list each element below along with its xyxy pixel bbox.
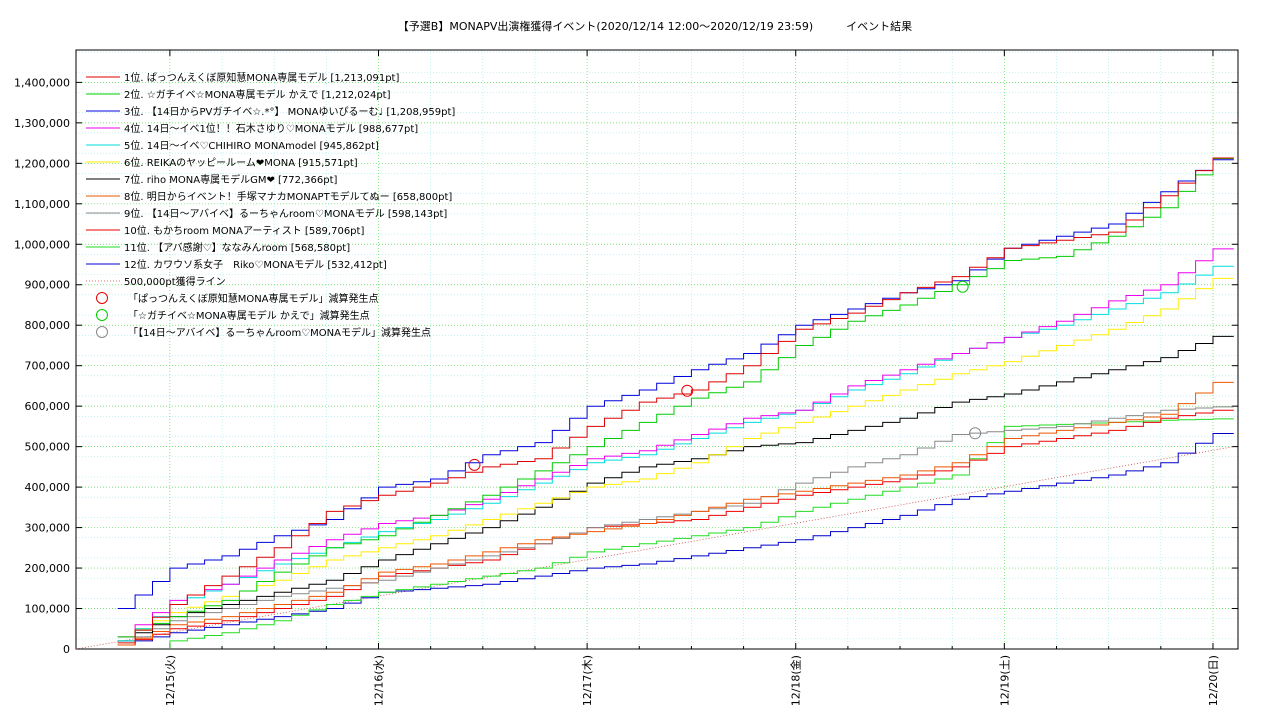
legend-marker bbox=[96, 292, 108, 304]
series-line bbox=[117, 433, 1234, 646]
y-tick-label: 1,200,000 bbox=[14, 157, 70, 170]
legend-label: 10位. もかちroom MONAアーティスト [589,706pt] bbox=[124, 224, 364, 237]
chart-title: 【予選B】MONAPV出演権獲得イベント(2020/12/14 12:00～20… bbox=[398, 19, 912, 33]
y-tick-label: 400,000 bbox=[25, 481, 71, 494]
legend-label: 「☆ガチイベ☆MONA専属モデル かえで」減算発生点 bbox=[128, 309, 370, 322]
y-tick-label: 1,000,000 bbox=[14, 238, 70, 251]
series-line bbox=[117, 248, 1234, 638]
legend-marker bbox=[96, 309, 108, 321]
series-line bbox=[117, 335, 1234, 642]
x-tick-label: 12/17(木) bbox=[581, 655, 594, 706]
legend-label: 2位. ☆ガチイベ☆MONA専属モデル かえで [1,212,024pt] bbox=[124, 88, 391, 101]
series-line bbox=[169, 418, 1234, 649]
y-tick-label: 1,400,000 bbox=[14, 76, 70, 89]
y-tick-label: 200,000 bbox=[25, 562, 71, 575]
plot-frame bbox=[75, 49, 1239, 650]
y-tick-label: 700,000 bbox=[25, 360, 71, 373]
plot-area bbox=[76, 157, 1234, 649]
legend-label: 5位. 14日～イベ♡CHIHIRO MONAmodel [945,862pt] bbox=[124, 139, 379, 152]
axes: 0 100,000 200,000 300,000 400,000 500,000 600,… bbox=[14, 49, 1239, 706]
legend-label: 「ぱっつんえくぼ原知慧MONA専属モデル」減算発生点 bbox=[128, 292, 379, 305]
series-line bbox=[117, 277, 1234, 638]
legend-label: 7位. riho MONA専属モデルGM❤ [772,366pt] bbox=[124, 173, 338, 186]
x-tick-label: 12/18(金) bbox=[789, 655, 803, 706]
legend-label: 4位. 14日～イベ1位！！石木さゆり♡MONAモデル [988,677pt] bbox=[124, 122, 418, 135]
legend-label: 9位. 【14日～アバイベ】るーちゃんroom♡MONAモデル [598,143… bbox=[124, 207, 447, 220]
series-line bbox=[117, 381, 1234, 646]
reset-marker bbox=[969, 427, 982, 440]
reset-marker bbox=[468, 458, 481, 471]
target-line bbox=[76, 446, 1234, 649]
legend-label: 6位. REIKAのヤッピールーム❤MONA [915,571pt] bbox=[124, 156, 358, 169]
legend-label: 11位. 【アバ感謝♡】ななみんroom [568,580pt] bbox=[124, 241, 350, 254]
series-line bbox=[117, 409, 1234, 646]
y-tick-label: 300,000 bbox=[25, 522, 71, 535]
x-tick-label: 12/16(水) bbox=[372, 655, 385, 706]
legend: 1位. ぱっつんえくぼ原知慧MONA専属モデル [1,213,091pt] 2位.… bbox=[86, 71, 455, 339]
y-tick-label: 800,000 bbox=[25, 319, 71, 332]
y-tick-label: 600,000 bbox=[25, 400, 71, 413]
series-line bbox=[117, 265, 1234, 642]
legend-label: 8位. 明日からイベント！手塚マナカMONAPTモデルてぬー [658,800p… bbox=[124, 190, 452, 203]
y-tick-label: 0 bbox=[63, 643, 70, 656]
y-tick-label: 100,000 bbox=[25, 603, 71, 616]
legend-label: 12位. カワウソ系女子 Riko♡MONAモデル [532,412pt] bbox=[124, 258, 387, 271]
series-line bbox=[117, 158, 1234, 638]
x-tick-label: 12/19(土) bbox=[998, 655, 1011, 706]
x-tick-label: 12/15(火) bbox=[164, 655, 177, 706]
grid bbox=[76, 50, 1238, 649]
legend-label: 500,000pt獲得ライン bbox=[124, 275, 226, 288]
reset-marker bbox=[956, 280, 969, 293]
y-tick-label: 900,000 bbox=[25, 279, 71, 292]
legend-label: 「【14日～アバイベ】るーちゃんroom♡MONAモデル」減算発生点 bbox=[128, 326, 431, 339]
legend-label: 1位. ぱっつんえくぼ原知慧MONA専属モデル [1,213,091pt] bbox=[124, 71, 399, 84]
series-line bbox=[117, 406, 1234, 646]
x-tick-label: 12/20(日) bbox=[1207, 655, 1220, 706]
y-tick-label: 1,100,000 bbox=[14, 198, 70, 211]
y-tick-label: 500,000 bbox=[25, 441, 71, 454]
y-tick-label: 1,300,000 bbox=[14, 117, 70, 130]
legend-label: 3位. 【14日からPVガチイベ☆.*°】 MONAゆいぴるーむ♩ [1,208… bbox=[124, 105, 455, 118]
reset-marker bbox=[681, 384, 694, 397]
legend-marker bbox=[96, 326, 108, 338]
